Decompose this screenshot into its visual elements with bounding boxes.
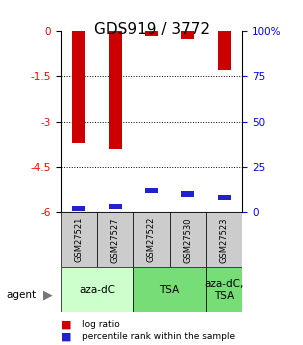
Text: aza-dC,
TSA: aza-dC, TSA (205, 279, 244, 300)
Bar (109, 31, 122, 149)
Bar (61, 267, 133, 312)
Text: GSM27530: GSM27530 (183, 217, 192, 263)
Text: GSM27522: GSM27522 (147, 217, 156, 263)
Bar (170, 212, 206, 267)
Text: aza-dC: aza-dC (79, 285, 115, 295)
Text: GSM27523: GSM27523 (220, 217, 229, 263)
Text: GSM27527: GSM27527 (111, 217, 120, 263)
Bar (97, 212, 133, 267)
Bar (145, 188, 158, 193)
Bar (133, 212, 170, 267)
Text: ■: ■ (61, 320, 71, 330)
Bar (61, 212, 97, 267)
Text: GSM27521: GSM27521 (74, 217, 83, 263)
Text: ▶: ▶ (43, 288, 53, 302)
Bar (145, 31, 158, 36)
Text: ■: ■ (61, 332, 71, 341)
Text: TSA: TSA (160, 285, 180, 295)
Bar (133, 267, 206, 312)
Bar (206, 267, 242, 312)
Bar (109, 204, 122, 209)
Bar (206, 212, 242, 267)
Bar (181, 31, 194, 39)
Bar (72, 206, 85, 211)
Bar (72, 31, 85, 144)
Text: log ratio: log ratio (82, 321, 120, 329)
Text: GDS919 / 3772: GDS919 / 3772 (94, 22, 209, 37)
Text: percentile rank within the sample: percentile rank within the sample (82, 332, 235, 341)
Bar (218, 31, 231, 70)
Bar (181, 191, 194, 197)
Bar (218, 195, 231, 200)
Text: agent: agent (6, 290, 36, 300)
